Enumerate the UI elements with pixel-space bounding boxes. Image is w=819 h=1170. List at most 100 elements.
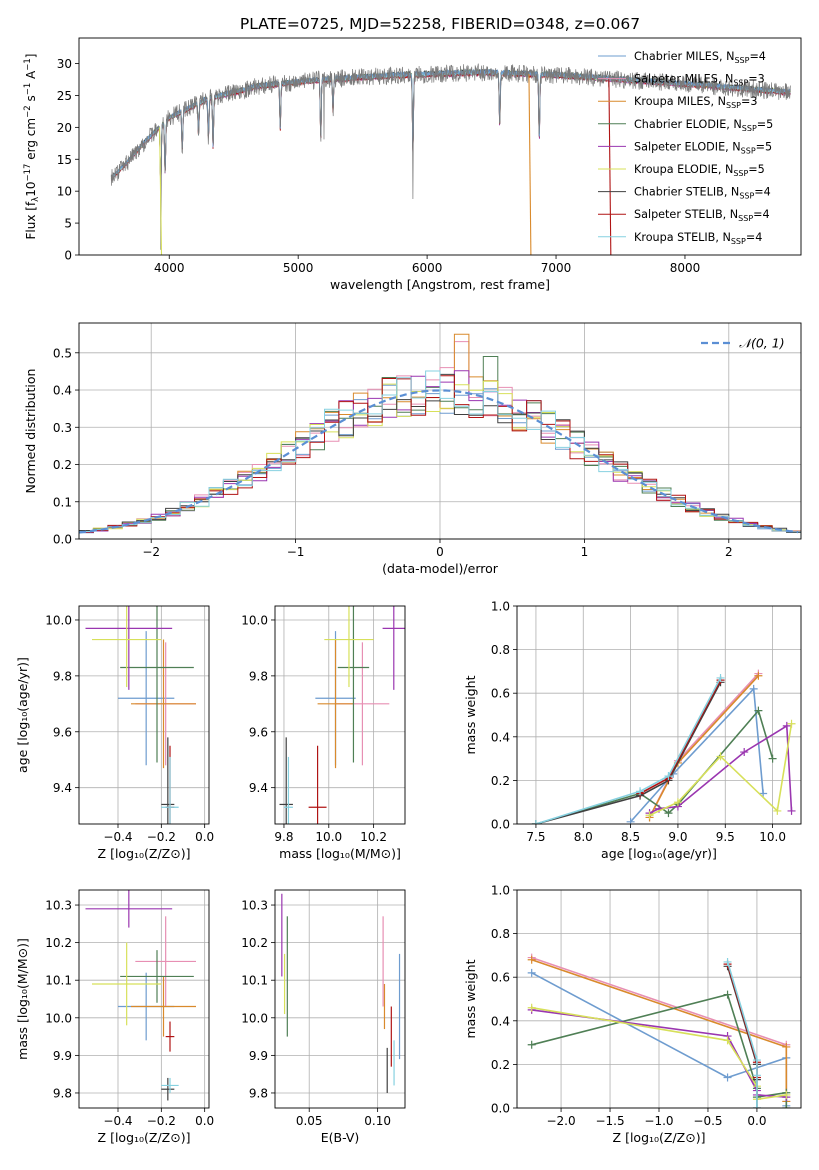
y-axis-label: Flux [fλ10−17 erg cm−2 s−1 A−1] — [23, 54, 41, 240]
panel-mass_vs_ebv: 0.05 0.10 9.8 9.9 10.0 10.1 10.2 10.3 E(B-V) — [241, 889, 406, 1145]
y-tick-label: 10.1 — [241, 974, 268, 988]
plot-area — [79, 333, 801, 539]
x-axis-label: Z [log₁₀(Z/Z⊙)] — [613, 1130, 706, 1145]
grid — [275, 890, 405, 1108]
series-marker — [723, 1073, 732, 1082]
axes-frame — [516, 889, 802, 1109]
axes-frame — [78, 889, 210, 1109]
x-tick-label: 8.0 — [574, 830, 593, 844]
y-tick-label: 0.2 — [491, 774, 510, 788]
x-tick-label: 0.10 — [364, 1114, 391, 1128]
y-tick-label: 9.4 — [53, 781, 72, 795]
x-tick-label: 10.2 — [360, 830, 387, 844]
x-tick-label: 0 — [436, 545, 444, 559]
series-line — [649, 724, 793, 814]
legend-label: Kroupa STELIB, NSSP=4 — [634, 231, 762, 246]
legend-label: Salpeter STELIB, NSSP=4 — [634, 208, 770, 223]
series-marker — [723, 990, 732, 999]
axes-frame — [274, 605, 406, 825]
y-tick-label: 10 — [57, 185, 72, 199]
y-tick-label: 0.3 — [53, 421, 72, 435]
series-marker — [759, 789, 768, 798]
series-line — [630, 686, 764, 823]
series-line — [649, 723, 793, 817]
panel-mass_vs_Z: −0.4 −0.2 0.0 9.8 9.9 10.0 10.1 10.2 10.3 Z [log₁… — [15, 889, 214, 1145]
axes-frame — [78, 37, 802, 256]
data-spectrum-line — [110, 63, 791, 250]
series-marker — [754, 671, 763, 680]
legend-label: Kroupa MILES, NSSP=3 — [634, 95, 757, 110]
x-tick-label: −0.4 — [103, 1114, 132, 1128]
x-tick-label: 10.0 — [315, 830, 342, 844]
y-tick-label: 0.0 — [491, 818, 510, 832]
x-tick-label: 0.0 — [195, 1114, 214, 1128]
x-tick-label: 2 — [725, 545, 733, 559]
series-marker — [787, 806, 796, 815]
y-tick-label: 0.4 — [491, 730, 510, 744]
y-tick-label: 9.8 — [53, 669, 72, 683]
series-line — [726, 961, 758, 1108]
grid — [79, 890, 209, 1108]
y-axis-label: Normed distribution — [23, 369, 38, 494]
y-tick-label: 10.0 — [241, 613, 268, 627]
x-tick-label: 5000 — [283, 261, 314, 275]
legend-label: Chabrier ELODIE, NSSP=5 — [634, 118, 773, 133]
y-tick-label: 0.2 — [53, 458, 72, 472]
series-line — [648, 673, 759, 818]
series-marker — [673, 798, 682, 807]
x-tick-label: 9.8 — [274, 830, 293, 844]
series-marker — [664, 772, 673, 781]
y-tick-label: 9.4 — [249, 781, 268, 795]
x-tick-label: 7.5 — [526, 830, 545, 844]
grid — [275, 606, 405, 824]
x-tick-label: 0.0 — [747, 1114, 766, 1128]
legend-label: Kroupa ELODIE, NSSP=5 — [634, 163, 765, 178]
x-tick-label: −0.2 — [147, 830, 176, 844]
x-tick-label: −0.2 — [147, 1114, 176, 1128]
x-tick-label: 10.0 — [759, 830, 786, 844]
y-axis-label: mass weight — [463, 675, 478, 754]
series-marker — [531, 820, 540, 824]
y-tick-label: 0.8 — [491, 927, 510, 941]
series-marker — [527, 1040, 536, 1049]
x-tick-label: 9.5 — [716, 830, 735, 844]
y-tick-label: 1.0 — [491, 600, 510, 614]
series-marker — [752, 1104, 761, 1108]
x-axis-label: age [log₁₀(age/yr)] — [601, 846, 717, 861]
y-tick-label: 0.1 — [53, 495, 72, 509]
series-marker — [716, 752, 725, 761]
legend-label: 𝒩(0, 1) — [739, 336, 785, 351]
legend-label: Chabrier STELIB, NSSP=4 — [634, 186, 771, 201]
series-line — [648, 675, 759, 818]
series-line — [535, 708, 774, 824]
x-tick-label: 6000 — [412, 261, 443, 275]
x-tick-label: 9.0 — [668, 830, 687, 844]
y-tick-label: 9.8 — [249, 669, 268, 683]
x-tick-label: −1 — [287, 545, 305, 559]
series-line — [535, 681, 722, 824]
series-marker — [716, 673, 725, 682]
panel-spectrum: 4000 5000 6000 7000 8000 0 5 10 15 20 25 30 waveleng… — [23, 37, 802, 292]
y-tick-label: 0 — [64, 249, 72, 263]
x-tick-label: 0.0 — [195, 830, 214, 844]
x-tick-label: −1.5 — [595, 1114, 624, 1128]
series-marker — [773, 806, 782, 815]
series-marker — [527, 1003, 536, 1012]
series-marker — [527, 955, 536, 964]
gaussian-curve — [79, 389, 799, 534]
x-tick-label: −0.4 — [103, 830, 132, 844]
series-marker — [723, 957, 732, 966]
series-line — [726, 966, 758, 1108]
y-axis-label: mass weight — [463, 959, 478, 1038]
legend-label: Salpeter ELODIE, NSSP=5 — [634, 140, 772, 155]
y-tick-label: 0.5 — [53, 346, 72, 360]
x-axis-label: Z [log₁₀(Z/Z⊙)] — [98, 846, 191, 861]
series-marker — [782, 1042, 791, 1051]
y-tick-label: 10.2 — [241, 936, 268, 950]
series-marker — [636, 787, 645, 796]
x-tick-label: 1 — [581, 545, 589, 559]
x-tick-label: −1.0 — [644, 1114, 673, 1128]
plot-area — [527, 953, 791, 1108]
panel-age_vs_Z: −0.4 −0.2 0.0 9.4 9.6 9.8 10.0 Z [log₁₀(Z/Z⊙)] a… — [15, 605, 214, 861]
axes-frame — [516, 605, 802, 825]
